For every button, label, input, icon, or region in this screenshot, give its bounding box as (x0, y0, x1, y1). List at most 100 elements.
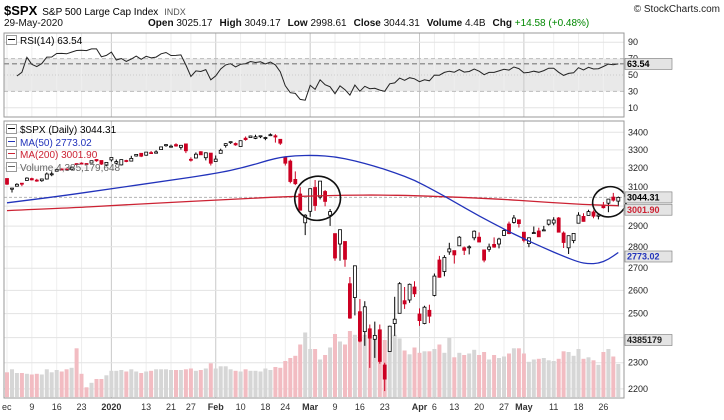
price-axis-label: 2700 (628, 263, 648, 273)
volume-bar (129, 369, 134, 398)
volume-bar (134, 371, 139, 397)
candle-body (288, 160, 293, 182)
index-name: S&P 500 Large Cap Index (42, 7, 159, 18)
candle-body (507, 223, 511, 235)
date-axis-label: 20 (474, 402, 484, 412)
rsi-label: RSI(14) (20, 36, 55, 47)
candle-body (382, 364, 387, 380)
date-axis-label: Feb (208, 402, 225, 412)
volume-bar (338, 341, 342, 397)
candle-body (427, 309, 432, 317)
volume-bar (188, 368, 193, 397)
date-axis-label: May (515, 402, 533, 412)
high-label: High (219, 18, 242, 29)
date-axis-label: 23 (380, 402, 390, 412)
volume-bar (397, 338, 402, 397)
volume-bar (318, 359, 323, 397)
candle-body (447, 248, 452, 253)
rsi-value: 63.54 (57, 36, 83, 47)
candle-body (139, 152, 144, 157)
candle-body (144, 151, 149, 156)
volume-bar (94, 379, 99, 397)
candle-body (517, 219, 521, 225)
candle-body (502, 230, 506, 236)
volume-label: Volume (426, 18, 463, 29)
date-axis-label: 23 (77, 402, 87, 412)
volume-bar (183, 369, 188, 398)
price-axis-label: 3200 (628, 163, 648, 173)
candle-body (89, 160, 94, 164)
volume-bar (432, 349, 437, 397)
volume-bar (362, 334, 367, 398)
candle-body (556, 217, 561, 233)
candle-body (343, 241, 347, 260)
volume-bar (452, 357, 457, 398)
volume-bar (422, 351, 427, 398)
candle-body (392, 318, 397, 324)
volume-bar (323, 355, 328, 397)
ma50-line (6, 154, 619, 265)
candle-body (536, 230, 541, 238)
volume-bar (556, 358, 561, 398)
volume-bar (293, 355, 298, 398)
volume-bar (531, 359, 536, 397)
candle-body (561, 232, 566, 243)
volume-bar (268, 370, 273, 397)
volume-bar (571, 355, 576, 398)
volume-bar (218, 366, 223, 397)
series-legend-label: $SPX (Daily) 3044.31 (20, 125, 117, 136)
volume-bar (357, 338, 362, 397)
series-icon (6, 124, 17, 134)
volume-bar (10, 369, 14, 398)
volume-bar (233, 370, 238, 398)
volume-bar (44, 369, 49, 398)
volume-bar (298, 344, 303, 397)
volume-bar (616, 364, 621, 397)
candle-body (268, 134, 273, 137)
ticker-symbol: $SPX (4, 3, 38, 18)
date-axis-label: 27 (499, 402, 509, 412)
volume-bar (576, 349, 581, 397)
candle-body (114, 161, 119, 164)
volume-bar (203, 368, 208, 397)
volume-bar (263, 368, 268, 397)
volume-bar (412, 347, 417, 397)
ma200-line (6, 194, 619, 212)
volume-bar (139, 373, 144, 397)
price-axis-label: 2500 (628, 309, 648, 319)
quote-chg: Chg +14.58 (+0.48%) (493, 18, 590, 29)
price-axis-label: 2200 (628, 384, 648, 394)
series-legend: $SPX (Daily) 3044.31 (6, 124, 120, 137)
candle-body (69, 166, 74, 170)
volume-bar (502, 356, 506, 397)
quote-low: Low 2998.61 (288, 18, 347, 29)
volume-bar (546, 360, 551, 398)
price-axis-label: 3300 (628, 145, 648, 155)
copyright-label: © StockCharts.com (633, 4, 720, 15)
candle-body (248, 135, 253, 139)
candle-body (44, 173, 49, 180)
candle-body (283, 157, 288, 164)
exchange-label: INDX (164, 7, 186, 17)
candle-body (10, 187, 14, 190)
candle-body (487, 246, 492, 250)
open-value: 3025.17 (176, 18, 213, 29)
volume-bar (228, 369, 233, 398)
volume-bar (313, 349, 318, 397)
volume-bar (198, 370, 203, 397)
volume-bar (541, 358, 546, 397)
low-label: Low (287, 18, 308, 29)
volume-bar (79, 373, 84, 398)
date-axis-label: 6 (432, 402, 437, 412)
candle-body (39, 178, 44, 182)
volume-bar (492, 355, 497, 397)
ma200-box (624, 203, 673, 216)
date-axis-label: 13 (141, 402, 151, 412)
volume-bar (5, 372, 9, 398)
volume-bar (387, 340, 392, 398)
candle-body (119, 159, 124, 166)
last-price-box-value: 3044.31 (627, 193, 660, 203)
candle-body (586, 211, 591, 216)
date-axis-label: ec (2, 402, 12, 412)
quote-line: 29-May-2020 Open 3025.17 High 3049.17 Low 2… (4, 18, 720, 29)
